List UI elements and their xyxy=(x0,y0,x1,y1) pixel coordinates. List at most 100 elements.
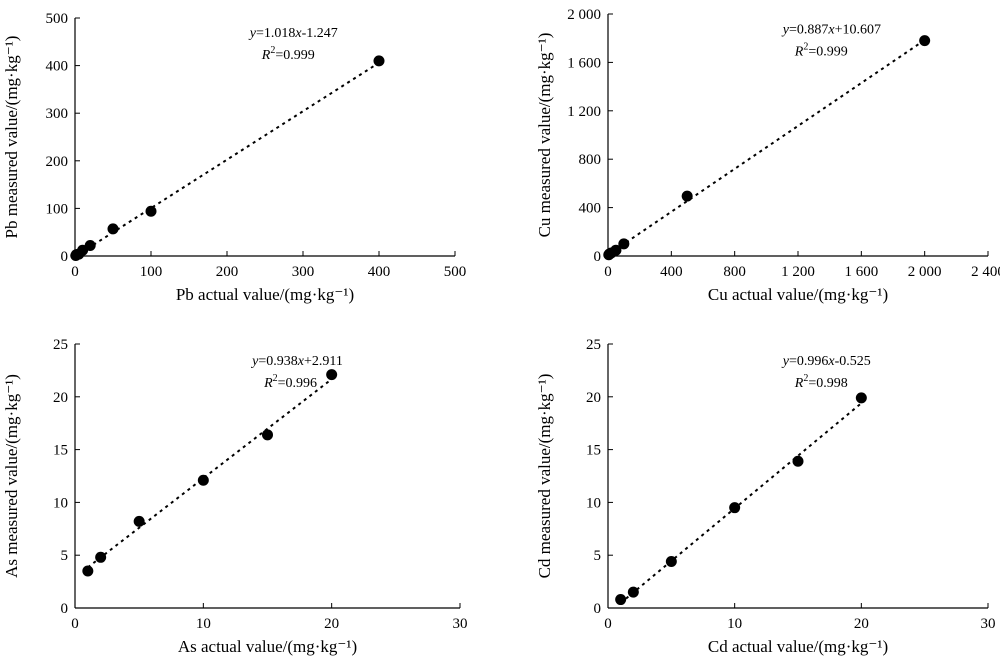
data-point xyxy=(145,205,157,217)
r2-superscript: 2 xyxy=(803,373,808,384)
r2-superscript: 2 xyxy=(270,45,275,56)
y-tick-label: 2 000 xyxy=(567,7,601,23)
x-tick-label: 0 xyxy=(604,264,612,280)
r-squared: R2=0.999 xyxy=(794,41,848,59)
regression-equation: y=0.887x+10.607 xyxy=(781,22,881,37)
r-squared: R2=0.998 xyxy=(794,373,848,391)
regression-line xyxy=(75,61,380,257)
y-tick-label: 5 xyxy=(594,548,602,564)
x-tick-label: 30 xyxy=(981,616,996,632)
r2-symbol: R xyxy=(794,376,804,391)
data-point xyxy=(681,190,693,202)
x-tick-label: 2 400 xyxy=(971,264,1000,280)
y-tick-label: 300 xyxy=(46,106,69,122)
eq-slope: =0.996 xyxy=(789,354,828,369)
r2-symbol: R xyxy=(261,48,271,63)
data-point xyxy=(610,244,622,256)
x-axis-label: Cd actual value/(mg·kg⁻¹) xyxy=(708,637,888,656)
data-point xyxy=(107,223,119,235)
eq-y-symbol: y xyxy=(781,22,790,37)
eq-slope: =0.938 xyxy=(258,354,297,369)
eq-y-symbol: y xyxy=(781,354,790,369)
y-tick-label: 15 xyxy=(53,443,68,459)
y-tick-label: 5 xyxy=(61,548,69,564)
y-tick-label: 200 xyxy=(46,154,69,170)
regression-line xyxy=(620,402,862,604)
r2-superscript: 2 xyxy=(803,41,808,52)
x-tick-label: 10 xyxy=(727,616,742,632)
y-tick-label: 15 xyxy=(586,443,601,459)
y-tick-label: 20 xyxy=(53,390,68,406)
y-tick-label: 0 xyxy=(594,601,602,617)
data-point xyxy=(84,240,96,252)
data-point xyxy=(855,392,867,404)
r2-symbol: R xyxy=(794,44,804,59)
eq-x-symbol: x xyxy=(827,22,835,37)
r-squared: R2=0.996 xyxy=(263,373,317,391)
eq-slope: =1.018 xyxy=(256,26,295,41)
x-axis-label: Pb actual value/(mg·kg⁻¹) xyxy=(176,285,354,304)
y-tick-label: 100 xyxy=(46,201,69,217)
r2-value: =0.999 xyxy=(808,44,847,59)
eq-intercept: +2.911 xyxy=(304,354,343,369)
y-axis-label: Pb measured value/(mg·kg⁻¹) xyxy=(2,36,21,239)
y-tick-label: 800 xyxy=(579,152,602,168)
regression-line xyxy=(87,378,333,569)
data-point xyxy=(729,502,741,514)
x-tick-label: 0 xyxy=(71,616,79,632)
regression-equation: y=1.018x-1.247 xyxy=(248,26,338,41)
data-point xyxy=(82,565,94,577)
y-tick-label: 1 600 xyxy=(567,55,601,71)
eq-intercept: -0.525 xyxy=(835,354,871,369)
data-point xyxy=(262,429,273,441)
x-tick-label: 500 xyxy=(444,264,467,280)
data-point xyxy=(627,586,639,598)
x-tick-label: 400 xyxy=(660,264,683,280)
x-tick-label: 400 xyxy=(368,264,391,280)
data-point xyxy=(618,238,630,250)
chart-panel-as: 0 10 20 30 0 5 10 15 20 25 As actual value/(mg·kg⁻… xyxy=(2,337,468,656)
y-tick-label: 25 xyxy=(53,337,68,353)
x-tick-label: 0 xyxy=(71,264,79,280)
y-tick-label: 500 xyxy=(46,11,69,27)
eq-x-symbol: x xyxy=(294,26,302,41)
chart-panel-pb: 0 100 200 300 400 500 0 100 200 300 400 500 Pb actua… xyxy=(2,11,466,304)
y-tick-label: 1 200 xyxy=(567,104,601,120)
x-tick-label: 30 xyxy=(453,616,468,632)
x-tick-label: 10 xyxy=(196,616,211,632)
y-tick-label: 10 xyxy=(586,495,601,511)
regression-equation: y=0.996x-0.525 xyxy=(781,354,871,369)
y-axis-label: Cd measured value/(mg·kg⁻¹) xyxy=(535,374,554,579)
x-tick-label: 1 200 xyxy=(781,264,815,280)
y-tick-label: 400 xyxy=(579,201,602,217)
eq-y-symbol: y xyxy=(250,354,259,369)
x-tick-label: 300 xyxy=(292,264,315,280)
data-point xyxy=(615,594,627,606)
r2-value: =0.998 xyxy=(808,376,847,391)
y-tick-label: 20 xyxy=(586,390,601,406)
y-tick-label: 0 xyxy=(61,601,69,617)
y-axis-label: Cu measured value/(mg·kg⁻¹) xyxy=(535,33,554,238)
regression-equation: y=0.938x+2.911 xyxy=(250,354,343,369)
data-point xyxy=(326,369,338,381)
x-axis-label: Cu actual value/(mg·kg⁻¹) xyxy=(708,285,888,304)
eq-x-symbol: x xyxy=(297,354,305,369)
x-tick-label: 1 600 xyxy=(844,264,878,280)
r2-value: =0.999 xyxy=(275,48,314,63)
chart-panel-cu: 0 400 800 1 200 1 600 2 000 2 400 0 400 800 1 200 1… xyxy=(535,7,1000,304)
r2-superscript: 2 xyxy=(273,373,278,384)
data-point xyxy=(197,474,209,486)
regression-line xyxy=(608,39,926,256)
data-point xyxy=(919,35,931,47)
y-tick-label: 0 xyxy=(61,249,69,265)
y-tick-label: 0 xyxy=(594,249,602,265)
y-tick-label: 25 xyxy=(586,337,601,353)
x-tick-label: 0 xyxy=(604,616,612,632)
data-point xyxy=(665,556,677,568)
eq-intercept: +10.607 xyxy=(835,22,881,37)
x-tick-label: 200 xyxy=(216,264,239,280)
y-axis-label: As measured value/(mg·kg⁻¹) xyxy=(2,374,21,578)
r-squared: R2=0.999 xyxy=(261,45,315,63)
x-axis-label: As actual value/(mg·kg⁻¹) xyxy=(178,637,357,656)
x-tick-label: 20 xyxy=(324,616,339,632)
